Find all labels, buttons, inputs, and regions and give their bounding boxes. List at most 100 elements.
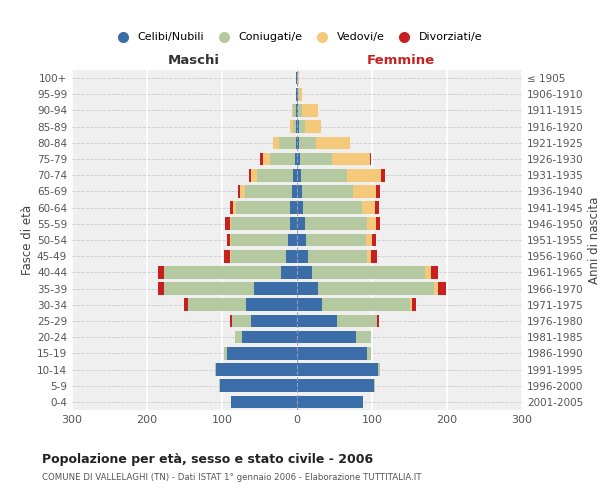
Bar bbox=[299, 120, 305, 133]
Bar bbox=[292, 185, 297, 198]
Bar bbox=[249, 169, 251, 181]
Bar bbox=[370, 152, 371, 166]
Bar bbox=[223, 347, 227, 360]
Legend: Celibi/Nubili, Coniugati/e, Vedovi/e, Divorziati/e: Celibi/Nubili, Coniugati/e, Vedovi/e, Di… bbox=[107, 28, 487, 47]
Bar bbox=[227, 347, 297, 360]
Bar bbox=[337, 314, 377, 328]
Bar bbox=[353, 185, 376, 198]
Text: COMUNE DI VALLELAGHI (TN) - Dati ISTAT 1° gennaio 2006 - Elaborazione TUTTITALIA: COMUNE DI VALLELAGHI (TN) - Dati ISTAT 1… bbox=[42, 472, 421, 482]
Bar bbox=[297, 250, 308, 262]
Bar bbox=[347, 169, 381, 181]
Y-axis label: Fasce di età: Fasce di età bbox=[21, 205, 34, 275]
Bar bbox=[410, 298, 412, 311]
Bar bbox=[298, 104, 302, 117]
Bar bbox=[281, 266, 297, 278]
Bar bbox=[245, 185, 292, 198]
Bar bbox=[367, 218, 376, 230]
Bar bbox=[163, 282, 254, 295]
Bar bbox=[366, 234, 372, 246]
Bar bbox=[231, 250, 286, 262]
Bar bbox=[229, 202, 233, 214]
Bar bbox=[263, 152, 270, 166]
Bar bbox=[377, 314, 379, 328]
Bar bbox=[297, 396, 363, 408]
Bar bbox=[231, 218, 290, 230]
Bar bbox=[376, 185, 380, 198]
Bar bbox=[297, 202, 303, 214]
Bar bbox=[318, 282, 434, 295]
Bar bbox=[232, 314, 251, 328]
Bar bbox=[187, 298, 246, 311]
Bar bbox=[375, 202, 379, 214]
Bar bbox=[355, 331, 371, 344]
Bar bbox=[297, 136, 299, 149]
Bar bbox=[184, 298, 187, 311]
Bar bbox=[434, 282, 438, 295]
Bar bbox=[302, 104, 318, 117]
Bar bbox=[219, 380, 220, 392]
Bar bbox=[425, 266, 431, 278]
Text: Femmine: Femmine bbox=[367, 54, 434, 66]
Bar bbox=[297, 185, 302, 198]
Bar bbox=[297, 218, 305, 230]
Bar bbox=[238, 185, 240, 198]
Bar bbox=[290, 120, 293, 133]
Bar bbox=[220, 380, 297, 392]
Bar bbox=[438, 282, 445, 295]
Bar bbox=[302, 185, 353, 198]
Bar bbox=[296, 72, 297, 85]
Bar bbox=[381, 169, 385, 181]
Bar bbox=[293, 104, 296, 117]
Bar bbox=[251, 169, 257, 181]
Bar bbox=[372, 234, 376, 246]
Bar bbox=[297, 282, 318, 295]
Bar bbox=[332, 152, 370, 166]
Bar bbox=[293, 169, 297, 181]
Bar bbox=[235, 202, 290, 214]
Bar bbox=[158, 266, 164, 278]
Bar bbox=[230, 234, 231, 246]
Bar bbox=[308, 250, 367, 262]
Bar bbox=[297, 266, 312, 278]
Bar bbox=[297, 72, 299, 85]
Bar bbox=[322, 298, 410, 311]
Bar bbox=[293, 120, 296, 133]
Bar bbox=[257, 169, 293, 181]
Bar bbox=[273, 136, 279, 149]
Bar bbox=[303, 202, 361, 214]
Bar bbox=[270, 152, 295, 166]
Bar bbox=[300, 152, 332, 166]
Bar bbox=[240, 185, 245, 198]
Bar bbox=[297, 314, 337, 328]
Bar bbox=[230, 250, 231, 262]
Bar bbox=[157, 282, 163, 295]
Bar bbox=[378, 363, 380, 376]
Bar bbox=[229, 218, 231, 230]
Bar bbox=[367, 347, 371, 360]
Bar bbox=[290, 202, 297, 214]
Bar bbox=[231, 396, 297, 408]
Bar bbox=[297, 169, 301, 181]
Bar bbox=[297, 104, 298, 117]
Bar bbox=[297, 363, 378, 376]
Bar bbox=[296, 88, 297, 101]
Bar bbox=[299, 136, 316, 149]
Bar bbox=[297, 120, 299, 133]
Bar bbox=[295, 152, 297, 166]
Bar bbox=[297, 331, 355, 344]
Text: Popolazione per età, sesso e stato civile - 2006: Popolazione per età, sesso e stato civil… bbox=[42, 452, 373, 466]
Bar bbox=[164, 266, 281, 278]
Bar bbox=[215, 363, 216, 376]
Bar bbox=[235, 331, 242, 344]
Bar bbox=[290, 218, 297, 230]
Bar bbox=[297, 347, 367, 360]
Bar bbox=[297, 88, 298, 101]
Bar bbox=[224, 250, 230, 262]
Text: Maschi: Maschi bbox=[167, 54, 220, 66]
Bar bbox=[242, 331, 297, 344]
Bar bbox=[231, 234, 288, 246]
Bar bbox=[260, 152, 263, 166]
Bar bbox=[312, 266, 425, 278]
Bar bbox=[361, 202, 375, 214]
Bar bbox=[297, 234, 306, 246]
